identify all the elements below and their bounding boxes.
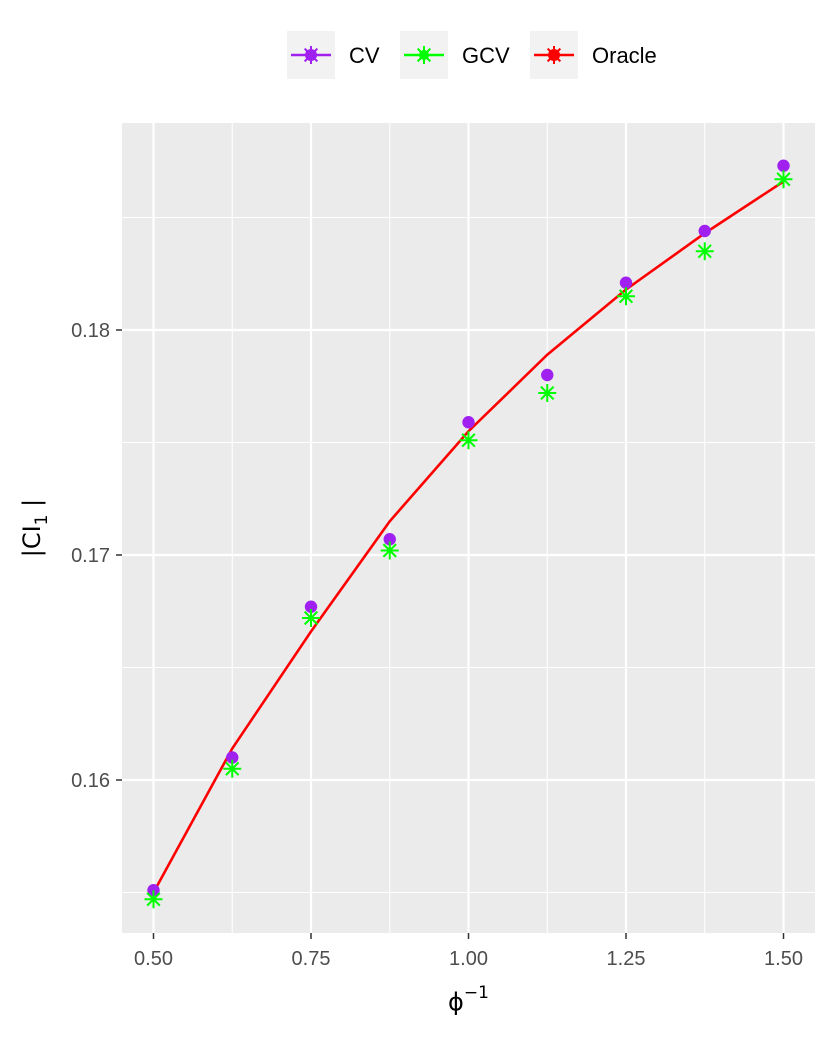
cv-point	[304, 600, 318, 613]
y-axis-title-main: |CI	[18, 525, 46, 557]
legend: CV GCV Oracle	[287, 31, 657, 79]
axes: 0.50 0.75 1.00 1.25 1.50 0.16 0.17 0.18	[71, 320, 803, 970]
gcv-point	[617, 287, 635, 306]
x-axis-title-superscript: −1	[464, 983, 489, 1003]
cv-point	[462, 416, 475, 429]
gcv-point	[538, 384, 557, 402]
gcv-point	[380, 541, 399, 560]
y-tick-label: 0.18	[71, 320, 110, 342]
series-cv	[147, 159, 790, 897]
gcv-point	[459, 431, 478, 450]
series-gcv	[144, 170, 793, 909]
legend-label: CV	[349, 43, 380, 68]
legend-item-cv: CV	[287, 31, 380, 79]
legend-label: GCV	[462, 43, 510, 68]
y-axis-title: |CI1 |	[18, 499, 52, 557]
x-tick-label: 0.75	[292, 948, 331, 970]
gcv-point	[302, 609, 320, 627]
cv-point	[541, 368, 554, 382]
gcv-point	[223, 759, 242, 778]
legend-label: Oracle	[592, 43, 657, 68]
legend-key-asterisk	[545, 46, 563, 64]
cv-point	[777, 159, 790, 172]
legend-item-gcv: GCV	[400, 31, 510, 79]
cv-point	[619, 276, 633, 289]
gcv-point	[695, 242, 714, 261]
x-tick-label: 1.25	[607, 948, 646, 970]
y-tick-label: 0.16	[71, 770, 110, 792]
grid-lines	[122, 123, 815, 933]
cv-point	[226, 751, 239, 764]
gcv-point	[774, 170, 793, 189]
x-axis-title: ϕ−1	[448, 983, 489, 1016]
legend-item-oracle: Oracle	[530, 31, 657, 79]
x-axis-title-main: ϕ	[448, 988, 464, 1016]
y-axis-title-subscript: 1	[32, 514, 52, 525]
legend-key-asterisk	[302, 46, 320, 64]
legend-key-asterisk	[415, 46, 433, 64]
series-layer	[144, 159, 793, 909]
x-tick-label: 0.50	[134, 948, 173, 970]
y-axis-title-suffix: |	[18, 499, 46, 515]
gcv-point	[144, 890, 163, 909]
cv-point	[698, 224, 711, 238]
cv-point	[383, 533, 396, 546]
x-tick-label: 1.00	[449, 948, 488, 970]
y-tick-label: 0.17	[71, 545, 110, 567]
x-tick-label: 1.50	[764, 948, 803, 970]
